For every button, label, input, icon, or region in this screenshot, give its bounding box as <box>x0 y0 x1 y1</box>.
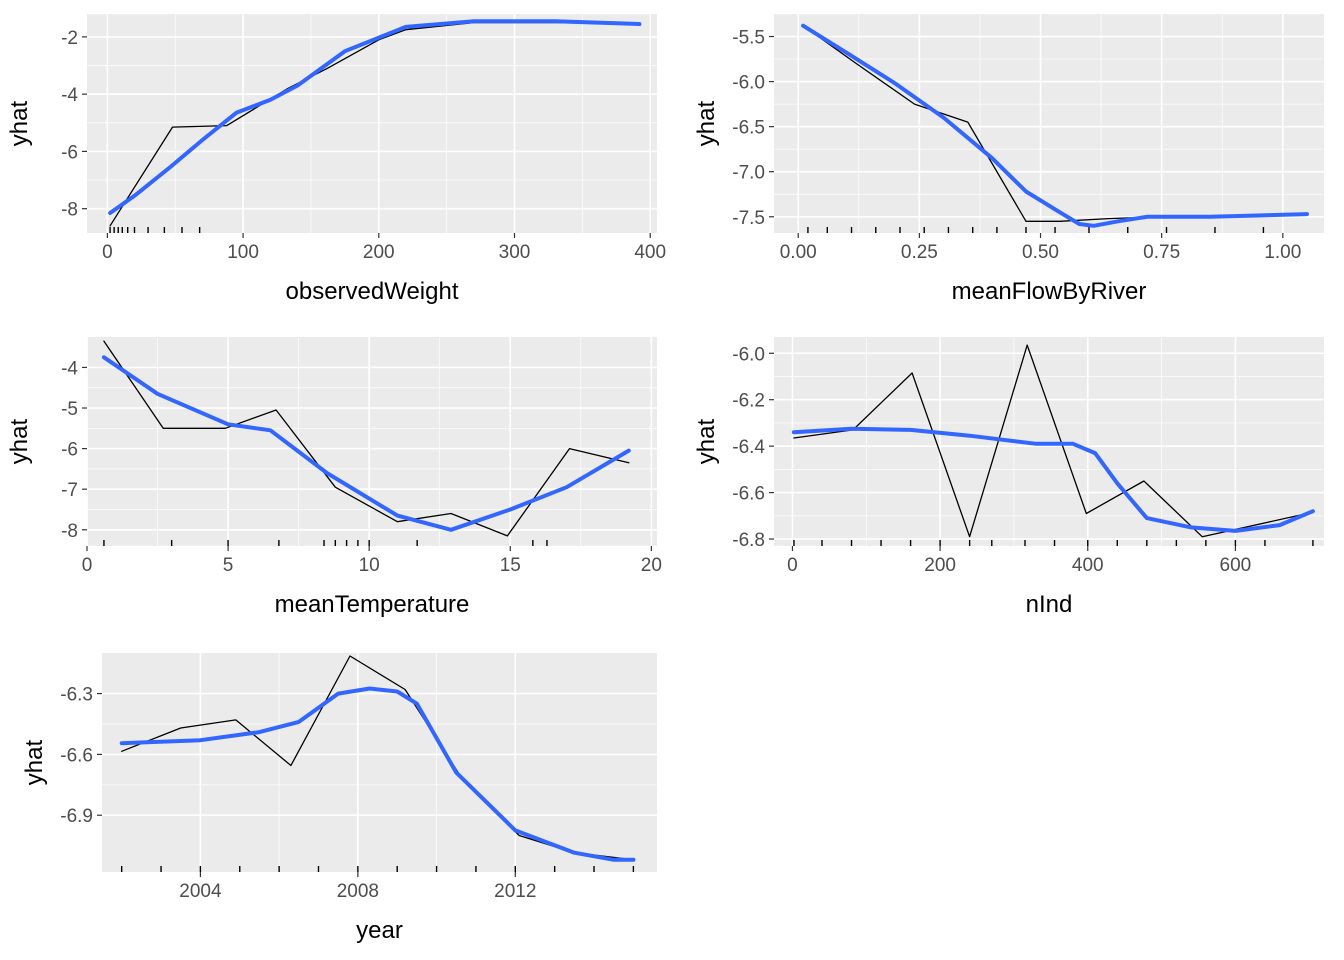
x-tick-label: 0 <box>787 555 798 576</box>
y-tick-label: -7 <box>61 480 78 501</box>
x-tick-label: 200 <box>924 555 956 576</box>
panel-3: 0 5 10 15 20 -8 -7 -6 -5 -4 meanTemperature yhat <box>6 337 662 618</box>
y-axis-title: yhat <box>693 418 720 464</box>
x-axis-title: observedWeight <box>286 278 459 305</box>
y-tick-label: -6.2 <box>732 391 765 412</box>
x-tick-label: 0 <box>102 242 113 263</box>
y-tick-label: -6 <box>61 440 78 461</box>
y-tick-label: -6.0 <box>732 73 765 94</box>
x-tick-label: 2004 <box>179 881 222 902</box>
y-tick-label: -6 <box>61 142 78 163</box>
x-tick-label: 600 <box>1220 555 1252 576</box>
y-axis-title: yhat <box>693 100 720 146</box>
y-axis-title: yhat <box>21 739 48 785</box>
x-tick-label: 0.00 <box>780 242 817 263</box>
y-tick-label: -6.0 <box>732 344 765 365</box>
x-tick-label: 400 <box>1072 555 1104 576</box>
x-tick-label: 100 <box>227 242 259 263</box>
y-tick-label: -4 <box>61 85 78 106</box>
x-tick-label: 5 <box>223 555 234 576</box>
y-tick-label: -7.5 <box>732 208 765 229</box>
yhat-line-smooth <box>791 426 1315 533</box>
y-tick-label: -6.9 <box>60 806 93 827</box>
y-tick-label: -6.6 <box>732 484 765 505</box>
x-tick-label: 1.00 <box>1264 242 1301 263</box>
yhat-line-smooth <box>101 355 631 532</box>
y-tick-label: -6.3 <box>60 685 93 706</box>
x-tick-label: 400 <box>634 242 666 263</box>
y-tick-label: -6.6 <box>60 745 93 766</box>
y-tick-label: -4 <box>61 358 78 379</box>
panel-1: 0 100 200 300 400 -8 -6 -4 -2 observedWeight yhat <box>6 14 666 305</box>
x-axis-title: meanTemperature <box>275 591 470 618</box>
y-tick-label: -7.0 <box>732 163 765 184</box>
x-tick-label: 2012 <box>494 881 536 902</box>
panel-background <box>102 653 657 872</box>
x-axis-title: meanFlowByRiver <box>952 278 1147 305</box>
y-tick-label: -8 <box>61 200 78 221</box>
x-tick-label: 0.75 <box>1143 242 1180 263</box>
x-tick-label: 0.25 <box>901 242 938 263</box>
x-tick-label: 0 <box>82 555 93 576</box>
x-axis-title: nInd <box>1026 591 1073 618</box>
y-tick-label: -8 <box>61 521 78 542</box>
x-tick-label: 20 <box>641 555 662 576</box>
yhat-line-raw <box>103 340 630 537</box>
y-tick-label: -6.5 <box>732 118 765 139</box>
x-tick-label: 15 <box>500 555 521 576</box>
yhat-line-smooth <box>801 23 1309 228</box>
x-tick-label: 0.50 <box>1022 242 1059 263</box>
panel-background <box>774 14 1324 233</box>
y-tick-label: -5.5 <box>732 28 765 49</box>
x-axis-title: year <box>356 917 403 944</box>
y-tick-label: -6.4 <box>732 437 765 458</box>
x-tick-label: 300 <box>499 242 531 263</box>
y-tick-label: -5 <box>61 399 78 420</box>
yhat-line-raw <box>793 344 1314 538</box>
panel-4: 0 200 400 600 -6.8 -6.6 -6.4 -6.2 -6.0 nInd yhat <box>693 337 1324 618</box>
x-tick-label: 2008 <box>337 881 379 902</box>
panel-background <box>774 337 1324 546</box>
panel-5: 2004 2008 2012 -6.9 -6.6 -6.3 year yhat <box>21 653 657 944</box>
y-axis-title: yhat <box>6 100 33 146</box>
y-axis-title: yhat <box>6 418 33 464</box>
yhat-line-smooth <box>108 19 642 215</box>
panel-2: 0.00 0.25 0.50 0.75 1.00 -7.5 -7.0 -6.5 -6.0 -5.5… <box>693 14 1324 305</box>
panel-background <box>87 337 657 546</box>
y-tick-label: -6.8 <box>732 530 765 551</box>
x-tick-label: 200 <box>363 242 395 263</box>
y-tick-label: -2 <box>61 28 78 49</box>
panel-background <box>87 14 657 233</box>
yhat-line-smooth <box>119 686 636 862</box>
x-tick-label: 10 <box>359 555 380 576</box>
